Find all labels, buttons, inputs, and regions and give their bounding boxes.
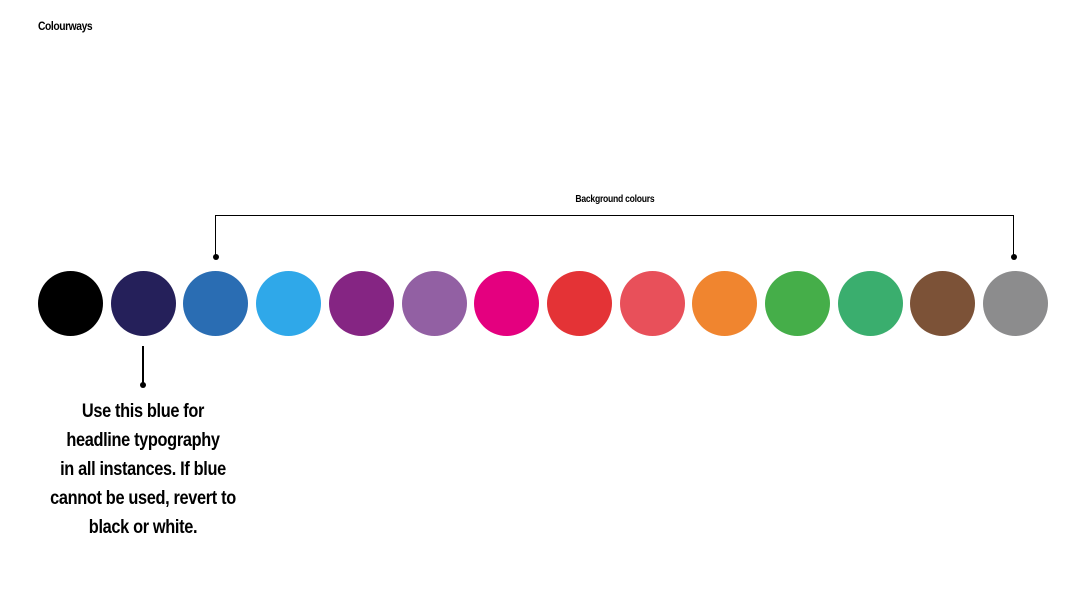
swatch-sea-green	[837, 271, 903, 336]
callout-line-3: in all instances. If blue	[60, 459, 226, 480]
page-title: Colourways	[38, 19, 93, 33]
swatch-red	[546, 271, 612, 336]
swatch-grey	[983, 271, 1049, 336]
callout-text: Use this blue for headline typography in…	[32, 397, 254, 542]
callout-line-4: cannot be used, revert to	[50, 488, 236, 509]
swatch-orange	[692, 271, 758, 336]
swatch-magenta	[474, 271, 540, 336]
background-colours-label: Background colours	[215, 194, 1015, 205]
swatch-black	[38, 271, 103, 336]
background-colours-bracket	[215, 215, 1014, 257]
swatch-purple	[328, 271, 394, 336]
bracket-left-dot	[213, 254, 219, 260]
bracket-right-dot	[1011, 254, 1017, 260]
swatch-sky-blue	[256, 271, 322, 336]
colour-swatch-row	[38, 271, 1049, 337]
callout-line-2: headline typography	[66, 430, 220, 451]
background-colours-label-text: Background colours	[575, 194, 655, 205]
swatch-brown	[910, 271, 976, 336]
callout-line-5: black or white.	[88, 517, 198, 538]
swatch-lilac	[401, 271, 467, 336]
swatch-blue	[183, 271, 249, 336]
swatch-coral	[619, 271, 685, 336]
callout-line-1: Use this blue for	[81, 401, 205, 422]
swatch-navy	[110, 271, 176, 336]
callout-dot	[140, 382, 146, 388]
swatch-green	[765, 271, 830, 336]
callout-line	[142, 346, 144, 384]
